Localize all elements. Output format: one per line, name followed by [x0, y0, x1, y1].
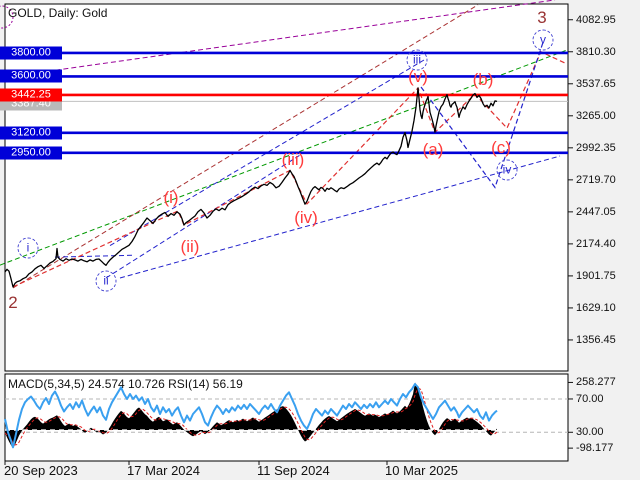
wave-label-red-ii: (ii) [180, 236, 200, 256]
price-level-badge[interactable]: 3800.00 [0, 46, 62, 60]
price-axis-label: 2719.70 [576, 173, 616, 186]
wave-label-circled-ii: ii [95, 270, 117, 292]
wave-label-red-iii: (iii) [281, 149, 305, 169]
trendline-blue[interactable] [54, 254, 136, 258]
trendline-purple[interactable] [0, 0, 556, 79]
chart-title: GOLD, Daily: Gold [8, 6, 108, 20]
price-axis-label: 3265.00 [576, 109, 616, 122]
wave-label-circled-iv: iv [496, 159, 518, 181]
wave-label-red-v: (v) [408, 66, 428, 86]
trendline-green[interactable] [0, 49, 568, 266]
date-axis-label: 17 Mar 2024 [127, 463, 200, 478]
trendline-brown[interactable] [12, 4, 479, 289]
wave-label-red-c: (c) [491, 137, 511, 157]
price-axis-label: 4082.95 [576, 13, 616, 26]
indicator-axis-label: -98.177 [576, 442, 614, 455]
wave-label-circled-iii: iii [406, 49, 428, 71]
price-axis-label: 1356.45 [576, 333, 616, 346]
date-axis-label: 10 Mar 2025 [385, 463, 458, 478]
wave-label-red-iv: (iv) [294, 207, 318, 227]
wave-label-red-b: (b) [472, 69, 494, 89]
price-level-badge[interactable]: 2950.00 [0, 146, 62, 160]
indicator-axis-label: 70.00 [576, 392, 604, 405]
wave-forecast-blue [420, 42, 544, 189]
price-axis-label: 2174.40 [576, 237, 616, 250]
price-axis-label: 2992.35 [576, 141, 616, 154]
macd-histogram [5, 382, 497, 449]
indicator-label: MACD(5,34,5) 24.574 10.726 RSI(14) 56.19 [8, 377, 243, 391]
trendline-blue[interactable] [109, 59, 425, 247]
wave-label-degree-3: 3 [537, 7, 547, 27]
clipped-wave-circle [0, 5, 14, 29]
indicator-axis-label: 30.00 [576, 426, 604, 439]
trendline-blue[interactable] [105, 154, 301, 279]
price-axis-label: 3810.30 [576, 45, 616, 58]
macd-signal-line [4, 387, 498, 446]
price-level-badge[interactable]: 3120.00 [0, 126, 62, 140]
price-line [4, 87, 498, 288]
main-chart-panel[interactable] [4, 3, 569, 372]
wave-label-circled-v: v [532, 29, 554, 51]
rsi-line [4, 383, 498, 449]
price-level-badge[interactable]: 3600.00 [0, 69, 62, 83]
trendline-blue[interactable] [119, 155, 561, 279]
wave-label-red-a: (a) [422, 139, 444, 159]
alert-price-badge[interactable]: 3442.25 [0, 88, 62, 102]
price-axis-label: 3537.65 [576, 77, 616, 90]
wave-label-circled-i: i [17, 237, 39, 259]
wave-label-red-i: (i) [163, 188, 179, 207]
wave-label-degree-2: 2 [8, 293, 18, 312]
price-axis-label: 1629.10 [576, 301, 616, 314]
indicator-axis-label: 258.277 [576, 376, 616, 389]
date-axis-label: 20 Sep 2023 [4, 463, 78, 478]
price-axis-label: 2447.05 [576, 205, 616, 218]
date-axis-label: 11 Sep 2024 [257, 463, 330, 478]
price-axis-label: 1901.75 [576, 269, 616, 282]
